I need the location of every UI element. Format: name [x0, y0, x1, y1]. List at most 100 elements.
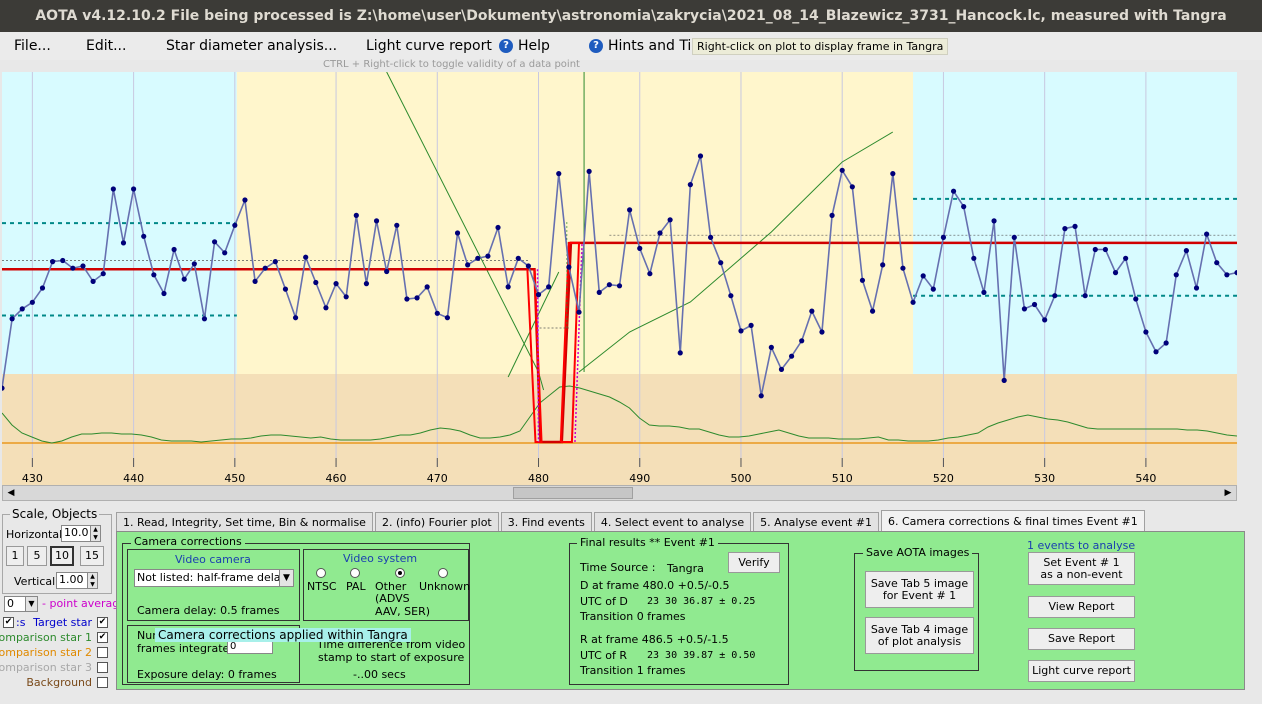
- target-point-489: [627, 207, 633, 213]
- tab-1[interactable]: 1. Read, Integrity, Set time, Bin & norm…: [116, 512, 373, 532]
- x-axis-band: [2, 467, 1237, 485]
- target-point-505: [788, 353, 795, 359]
- target-point-466: [394, 222, 400, 228]
- zoom-button-10[interactable]: 10: [50, 546, 74, 566]
- target-point-438: [110, 186, 116, 192]
- object-label-2: Comparison star 2: [0, 646, 92, 659]
- radio-pal-label: PAL: [346, 580, 366, 593]
- camera-corrections-groupbox: [122, 543, 470, 685]
- target-point-443: [161, 290, 167, 297]
- camera-model-select[interactable]: Not listed: half-frame dela ▼: [134, 569, 294, 587]
- vertical-scale-spinner[interactable]: 1.00 ▲ ▼: [56, 572, 98, 589]
- point-average-value: 0: [7, 597, 14, 610]
- point-average-label: - point average: [42, 597, 127, 610]
- target-point-433: [60, 257, 66, 264]
- view-report-button[interactable]: View Report: [1028, 596, 1135, 618]
- tab-strip: 1. Read, Integrity, Set time, Bin & norm…: [116, 510, 1147, 532]
- object-checkbox-0[interactable]: ✔: [97, 617, 108, 628]
- time-source-value: Tangra: [667, 562, 704, 575]
- light-curve-plot[interactable]: 430 440 450 460 470 480 490 500 510 520 530 540: [2, 72, 1237, 485]
- tab-5[interactable]: 5. Analyse event #1: [753, 512, 879, 532]
- object-checkbox-3[interactable]: [97, 662, 108, 673]
- vertical-scale-value: 1.00: [59, 573, 84, 586]
- tab-6[interactable]: 6. Camera corrections & final times Even…: [881, 510, 1145, 532]
- menu-help[interactable]: ? Help: [485, 38, 575, 54]
- target-point-455: [282, 286, 289, 292]
- video-system-box: [303, 549, 469, 621]
- target-point-460: [333, 281, 339, 287]
- x-tick-label-450: 450: [224, 472, 245, 485]
- vertical-label: Vertical: [14, 575, 56, 588]
- object-checkbox-1[interactable]: ✔: [97, 632, 108, 643]
- target-point-523: [971, 255, 977, 261]
- frames-integrated-select[interactable]: 0: [227, 640, 273, 654]
- menu-file[interactable]: File...: [14, 38, 51, 54]
- save-report-button[interactable]: Save Report: [1028, 628, 1135, 650]
- exposure-delay: Exposure delay: 0 frames: [137, 668, 277, 681]
- target-point-450: [232, 222, 238, 228]
- scale-title: Scale, Objects: [10, 507, 100, 521]
- target-point-535: [1092, 246, 1098, 253]
- menu-hints-label: Hints and Tips: [608, 38, 708, 54]
- light-curve-report-button[interactable]: Light curve report: [1028, 660, 1135, 682]
- target-point-474: [475, 255, 481, 261]
- target-point-478: [515, 255, 521, 261]
- target-point-448: [211, 239, 218, 245]
- zoom-button-15[interactable]: 15: [80, 546, 104, 566]
- menu-edit[interactable]: Edit...: [86, 38, 127, 54]
- target-point-499: [728, 293, 734, 299]
- scale-objects-panel: Scale, Objects Horizontal 10.0 ▲ ▼ 1 5 10 15 …: [0, 506, 126, 704]
- spinner-arrows-icon[interactable]: ▲ ▼: [87, 573, 97, 588]
- radio-unknown[interactable]: [438, 568, 448, 578]
- tab-3[interactable]: 3. Find events: [500, 512, 592, 532]
- scroll-thumb[interactable]: [513, 487, 633, 499]
- target-select-checkbox[interactable]: ✔: [3, 617, 14, 628]
- menu-bar: File... Edit... Star diameter analysis..…: [0, 32, 1262, 60]
- zoom-button-1[interactable]: 1: [6, 546, 24, 566]
- target-point-487: [606, 282, 612, 288]
- set-non-event-button[interactable]: Set Event # 1 as a non-event: [1028, 552, 1135, 585]
- target-point-510: [839, 167, 845, 173]
- horizontal-scale-spinner[interactable]: 10.0 ▲ ▼: [61, 525, 101, 542]
- radio-ntsc[interactable]: [316, 568, 326, 578]
- r-transition: Transition 1 frames: [580, 664, 686, 677]
- target-point-500: [738, 328, 744, 334]
- tab-2[interactable]: 2. (info) Fourier plot: [374, 512, 499, 532]
- target-point-529: [1031, 301, 1038, 308]
- camera-delay: Camera delay: 0.5 frames: [137, 604, 280, 617]
- chevron-down-icon[interactable]: ▼: [279, 570, 293, 586]
- target-point-453: [262, 265, 268, 271]
- menu-star-diameter[interactable]: Star diameter analysis...: [166, 38, 338, 54]
- target-point-451: [242, 197, 248, 203]
- target-point-464: [373, 218, 380, 224]
- final-results-title: Final results ** Event #1: [577, 536, 718, 549]
- radio-other[interactable]: [395, 568, 405, 578]
- target-point-509: [829, 212, 835, 218]
- scroll-right-arrow-icon[interactable]: ▶: [1224, 488, 1232, 498]
- object-checkbox-2[interactable]: [97, 647, 108, 658]
- x-tick-label-530: 530: [1034, 472, 1055, 485]
- menu-light-curve-report[interactable]: Light curve report: [366, 38, 492, 54]
- menu-hints[interactable]: ? Hints and Tips: [575, 38, 708, 54]
- target-point-429: [19, 306, 25, 312]
- target-point-447: [201, 316, 208, 322]
- radio-pal[interactable]: [350, 568, 360, 578]
- chevron-down-icon[interactable]: ▼: [25, 597, 37, 611]
- spinner-arrows-icon[interactable]: ▲ ▼: [90, 526, 100, 541]
- object-label-1: Comparison star 1: [0, 631, 92, 644]
- object-checkbox-4[interactable]: [97, 677, 108, 688]
- verify-button[interactable]: Verify: [728, 552, 780, 573]
- scroll-left-arrow-icon[interactable]: ◀: [7, 488, 15, 498]
- target-point-507: [809, 308, 815, 314]
- target-point-528: [1021, 306, 1028, 312]
- target-point-545: [1193, 285, 1200, 291]
- save-tab4-image-button[interactable]: Save Tab 4 image of plot analysis: [865, 617, 974, 654]
- target-point-436: [90, 278, 96, 284]
- point-average-select[interactable]: 0 ▼: [4, 596, 38, 612]
- plot-scrollbar[interactable]: ◀ ▶: [2, 485, 1237, 501]
- save-tab5-image-button[interactable]: Save Tab 5 image for Event # 1: [865, 571, 974, 608]
- zoom-button-5[interactable]: 5: [27, 546, 47, 566]
- target-prefix: :s: [16, 616, 26, 629]
- tab-4[interactable]: 4. Select event to analyse: [593, 512, 752, 532]
- target-point-479: [525, 263, 531, 269]
